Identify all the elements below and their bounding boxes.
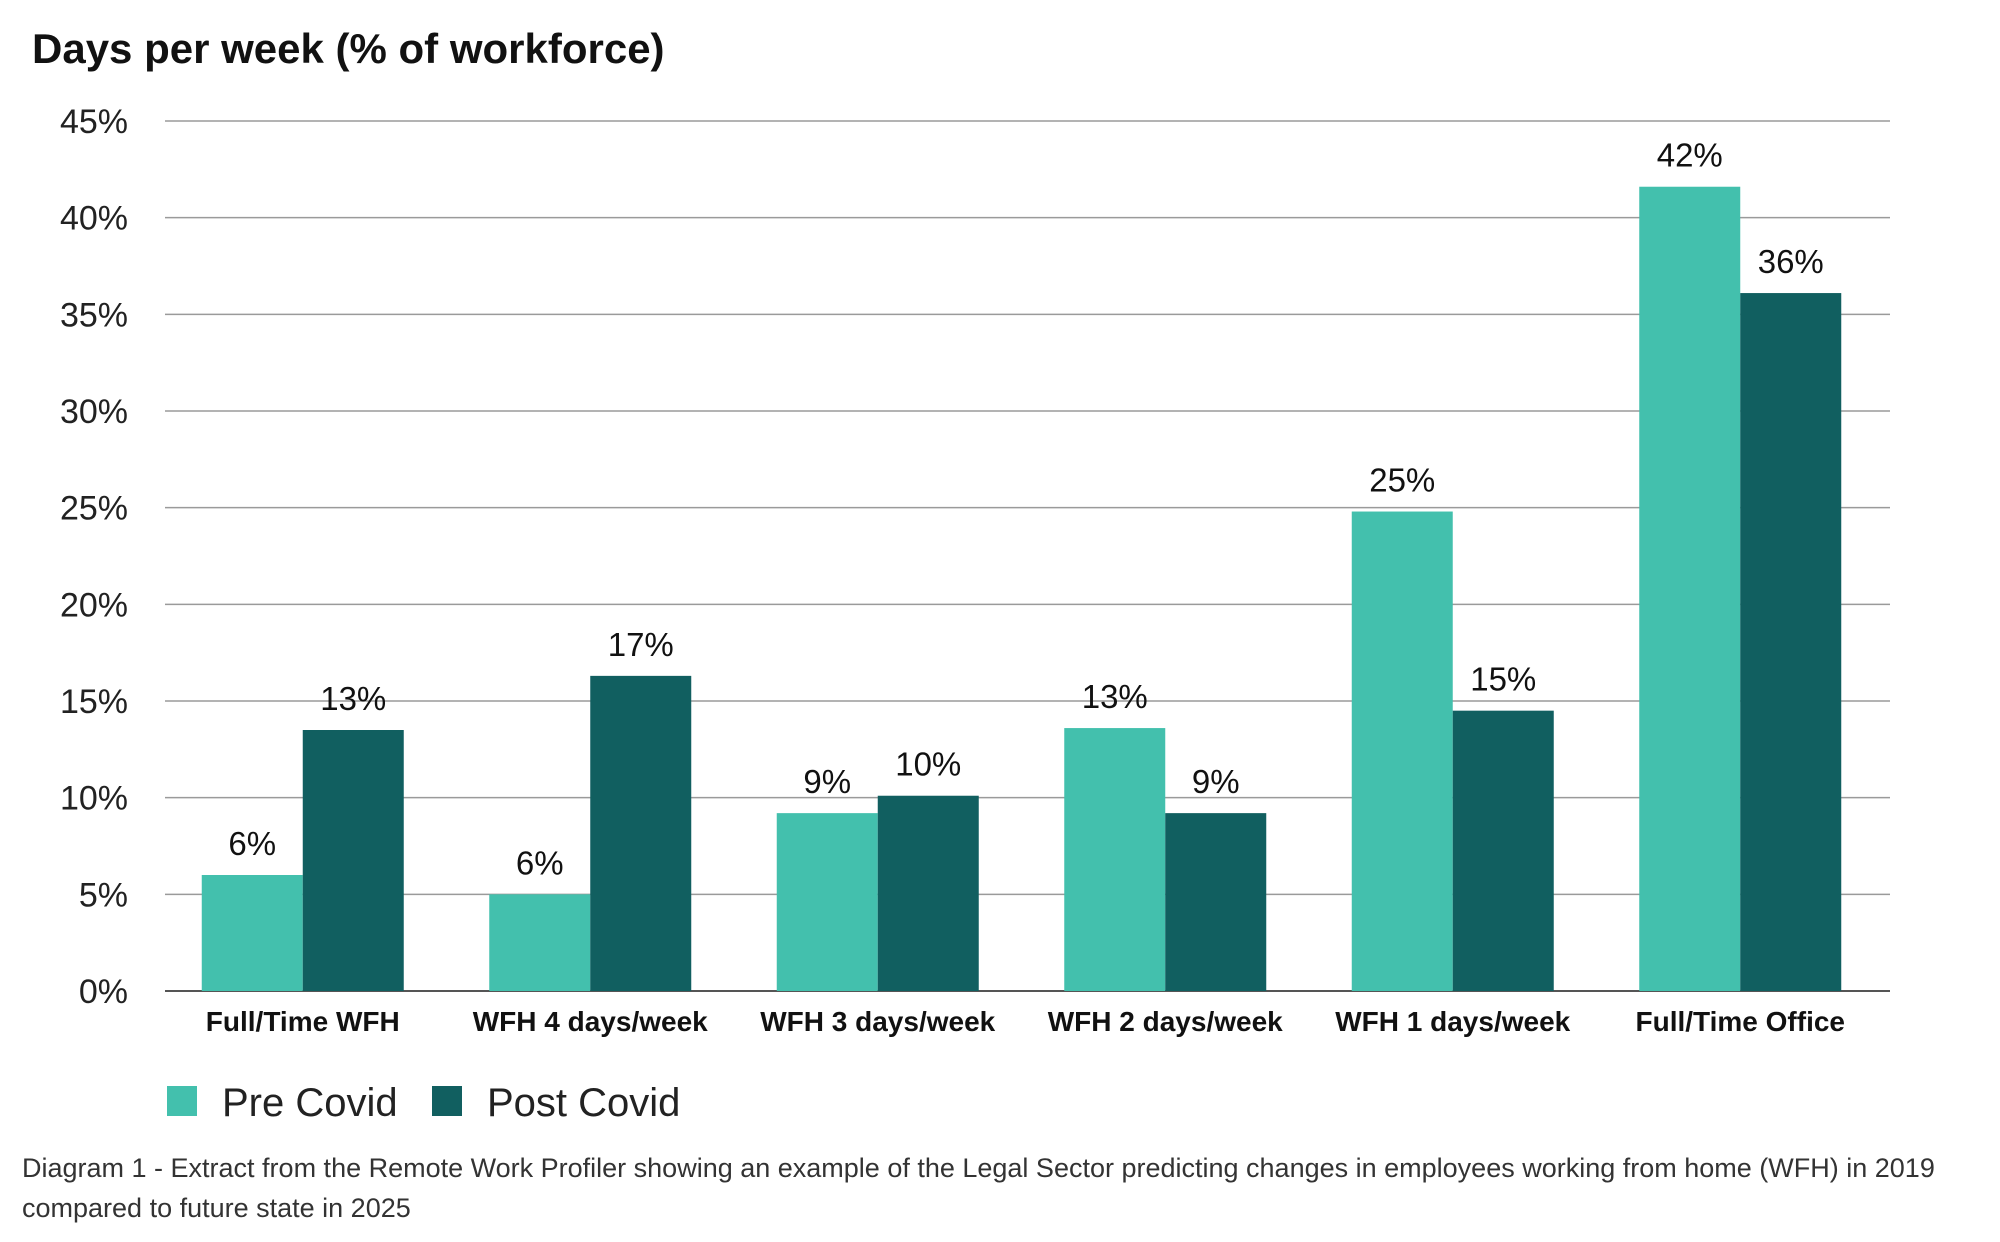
bar-post-covid [590,675,692,991]
y-tick-label: 0% [79,973,128,1011]
x-tick-label: Full/Time WFH [206,1006,400,1037]
bar-pre-covid [776,813,878,991]
legend-swatch [432,1086,462,1116]
data-label: 6% [228,825,276,862]
data-label: 17% [608,626,674,663]
data-label: 9% [803,763,851,800]
data-label: 13% [320,680,386,717]
x-tick-label: WFH 2 days/week [1048,1006,1283,1037]
y-tick-label: 25% [60,490,128,528]
legend: Pre Covid Post Covid [167,1081,680,1125]
bar-post-covid [302,730,404,991]
y-tick-label: 35% [60,296,128,334]
y-tick-label: 10% [60,780,128,818]
data-label: 10% [895,746,961,783]
bar-pre-covid [1639,186,1741,991]
y-tick-label: 5% [79,876,128,914]
x-tick-label: WFH 1 days/week [1335,1006,1570,1037]
bar-pre-covid [1351,511,1453,991]
legend-label: Pre Covid [222,1081,398,1125]
y-axis-ticks: 0% 5% 10% 15% 20% 25% 30% 35% 40% 45% [60,103,128,1011]
bar-pre-covid [489,894,591,991]
y-tick-label: 20% [60,586,128,624]
y-tick-label: 15% [60,683,128,721]
bar-post-covid [1740,293,1842,992]
data-label: 9% [1192,763,1240,800]
y-tick-label: 40% [60,200,128,238]
bar-post-covid [1165,813,1267,991]
x-tick-label: WFH 4 days/week [473,1006,708,1037]
bar-pre-covid [201,875,303,991]
x-axis-ticks: Full/Time WFH WFH 4 days/week WFH 3 days/w… [206,1006,1845,1037]
legend-swatch [167,1086,197,1116]
bars [201,186,1842,992]
bar-pre-covid [1064,728,1166,991]
y-tick-label: 45% [60,103,128,141]
data-labels: 6% 13% 6% 17% 9% 10% 13% 9% 25% 15% 42% 36% [228,137,1823,882]
data-label: 6% [516,844,564,881]
data-label: 15% [1470,661,1536,698]
figure-caption: Diagram 1 - Extract from the Remote Work… [22,1153,1935,1223]
chart-title: Days per week (% of workforce) [32,25,665,72]
legend-label: Post Covid [487,1081,680,1125]
data-label: 36% [1758,243,1824,280]
y-tick-label: 30% [60,393,128,431]
bar-post-covid [877,795,979,991]
data-label: 42% [1657,137,1723,174]
grid-lines [165,120,1890,992]
data-label: 25% [1369,462,1435,499]
x-tick-label: WFH 3 days/week [760,1006,995,1037]
data-label: 13% [1082,678,1148,715]
bar-post-covid [1452,710,1554,991]
x-tick-label: Full/Time Office [1635,1006,1845,1037]
